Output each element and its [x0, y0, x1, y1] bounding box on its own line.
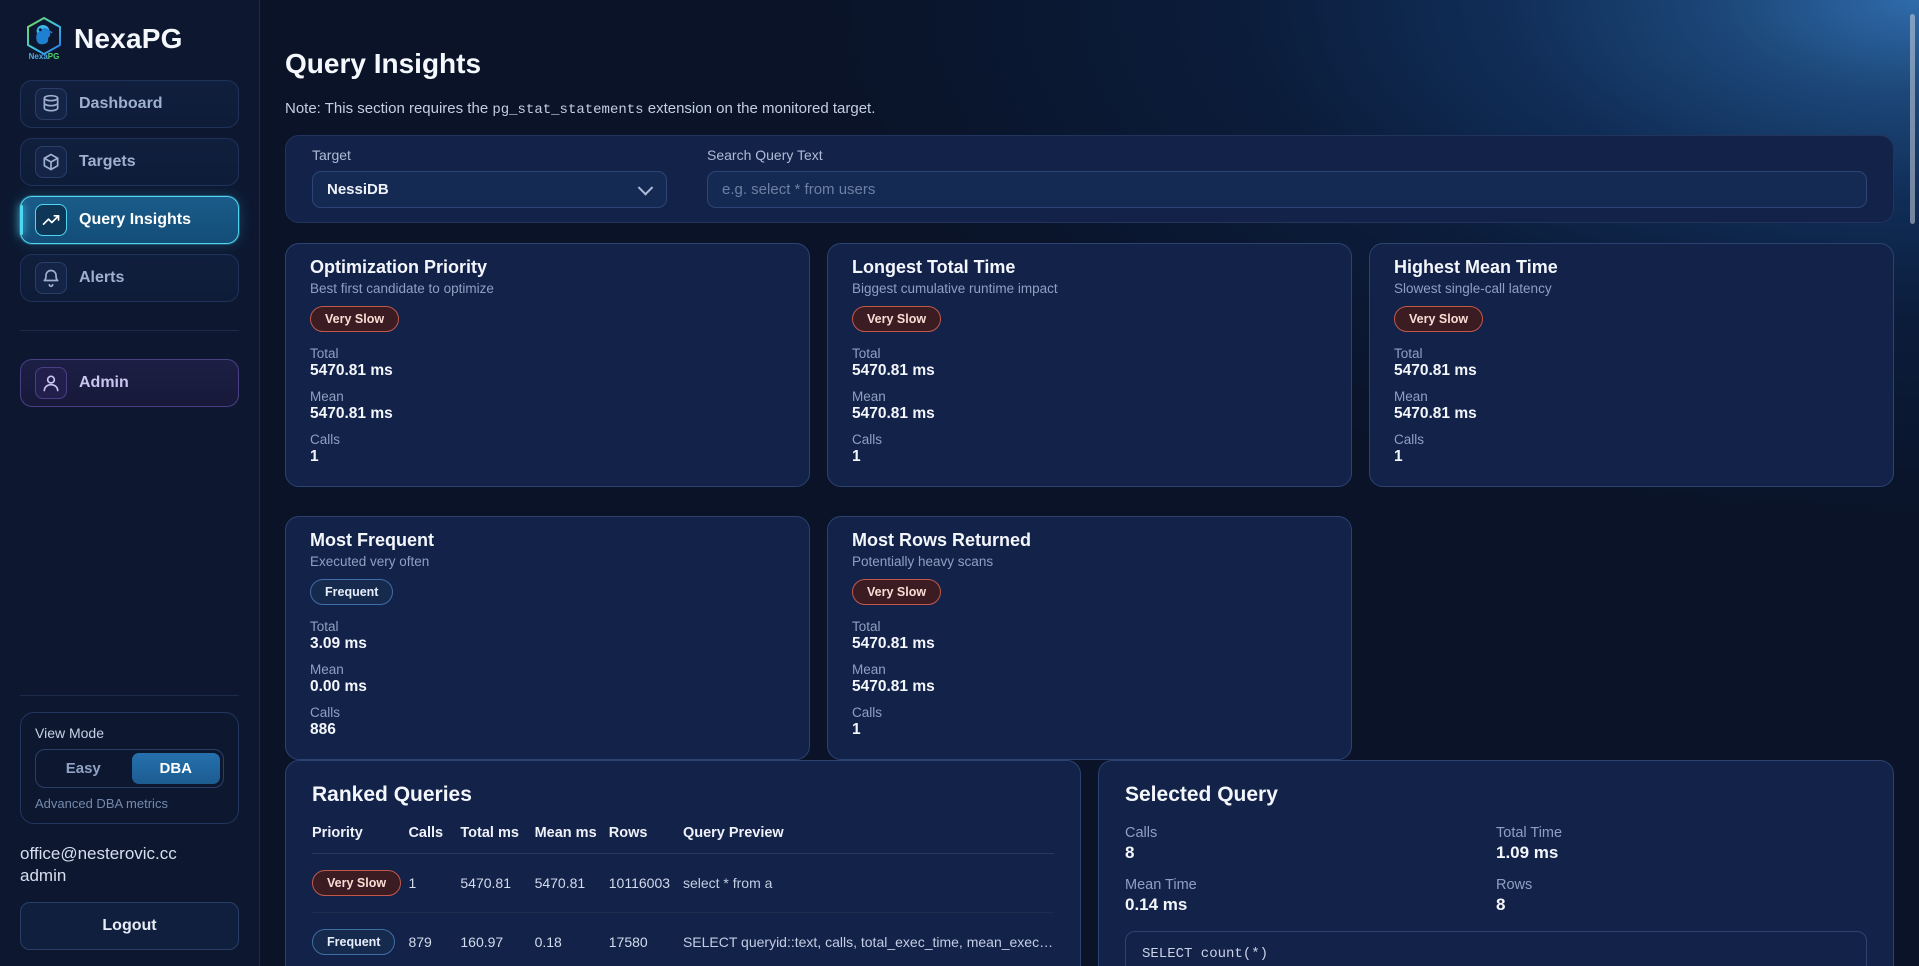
svg-text:NexaPG: NexaPG — [29, 52, 60, 61]
